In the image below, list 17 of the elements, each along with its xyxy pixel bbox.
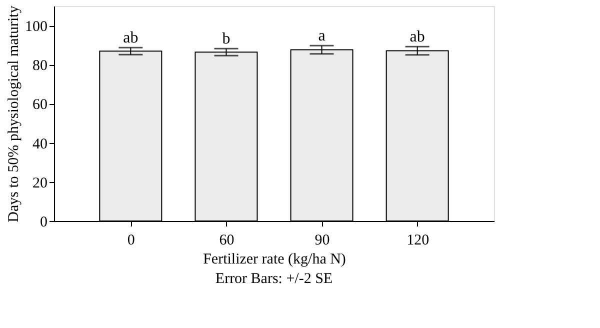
y-tick-label: 60 [32, 97, 48, 114]
x-tick-label: 120 [406, 232, 430, 248]
annotation: a [318, 28, 326, 45]
y-tick-label: 40 [32, 136, 48, 152]
y-axis-title: Days to 50% physiological maturity [6, 5, 22, 222]
text: Error Bars: +/-2 SE [215, 271, 333, 287]
x-tick-label: 60 [219, 232, 234, 248]
y-tick-label: 100 [25, 19, 48, 36]
y-tick-label: 80 [32, 58, 48, 74]
x-tick-label: 0 [127, 232, 135, 248]
x-axis-title: Fertilizer rate (kg/ha N) [203, 252, 346, 268]
annotation: b [222, 30, 230, 48]
annotation: ab [123, 30, 138, 47]
annotation: ab [410, 28, 425, 46]
y-tick-label: 20 [32, 175, 48, 192]
x-tick-label: 90 [314, 232, 330, 248]
y-tick-label: 0 [40, 214, 48, 230]
